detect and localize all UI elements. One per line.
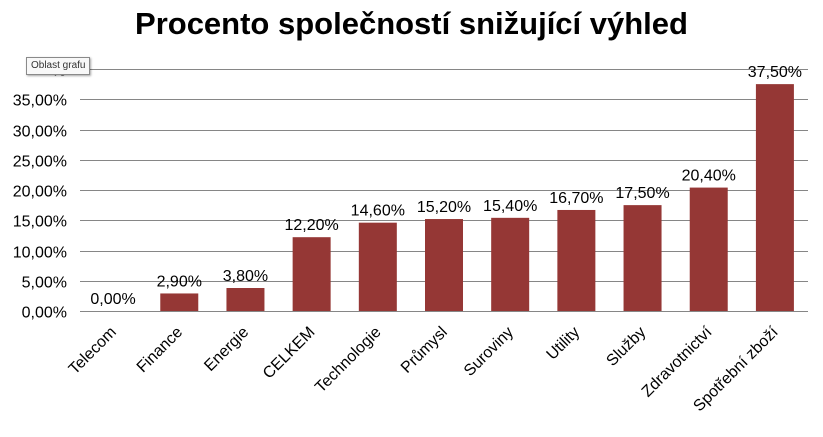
bar[interactable] [358, 222, 397, 311]
y-tick-label: 20,00% [13, 184, 67, 201]
data-label: 12,20% [285, 217, 339, 234]
data-label: 15,20% [417, 199, 471, 216]
y-tick-label: 5,00% [22, 275, 67, 292]
x-tick-label: Finance [134, 324, 186, 376]
bar[interactable] [689, 187, 728, 311]
data-label: 17,50% [615, 185, 669, 202]
bar[interactable] [623, 205, 662, 311]
bar[interactable] [226, 288, 265, 311]
data-label: 3,80% [223, 268, 268, 285]
bar[interactable] [755, 84, 794, 311]
bar[interactable] [557, 209, 596, 311]
y-tick-label: 35,00% [13, 93, 67, 110]
x-tick-label: CELKEM [260, 324, 319, 383]
data-label: 15,40% [483, 198, 537, 215]
data-label: 37,50% [748, 64, 802, 81]
data-label: 0,00% [90, 291, 135, 308]
y-tick-label: 25,00% [13, 154, 67, 171]
x-tick-label: Suroviny [461, 324, 517, 380]
y-tick-label: 0,00% [22, 305, 67, 322]
x-tick-label: Telecom [66, 324, 120, 378]
data-label: 14,60% [351, 203, 405, 220]
data-label: 16,70% [549, 190, 603, 207]
x-tick-label: Energie [201, 324, 252, 375]
chart-area-tooltip: Oblast grafu [26, 57, 91, 75]
data-label: 2,90% [157, 273, 202, 290]
bar[interactable] [425, 219, 463, 311]
data-label: 20,40% [682, 168, 736, 185]
x-tick-label: Utility [544, 324, 584, 364]
bar[interactable] [292, 237, 331, 311]
x-tick-label: Služby [603, 324, 649, 370]
bar[interactable] [491, 217, 530, 311]
x-tick-label: Technologie [312, 324, 384, 396]
y-tick-label: 30,00% [13, 124, 67, 141]
chart-title: Procento společností snižující výhled [135, 6, 688, 41]
y-tick-label: 10,00% [13, 245, 67, 262]
bar[interactable] [160, 293, 199, 311]
x-tick-label: Průmysl [397, 323, 451, 377]
y-tick-label: 15,00% [13, 214, 67, 231]
